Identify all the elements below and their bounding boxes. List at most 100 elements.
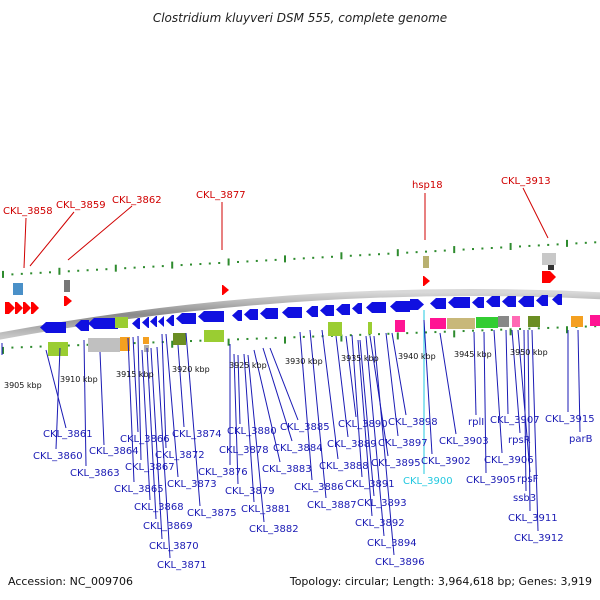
gene-label[interactable]: rplI [468,417,484,428]
gene-label[interactable]: CKL_3867 [125,462,175,473]
callout-line [165,333,179,478]
scale-label: 3925 kbp [229,361,267,370]
gene-label[interactable]: CKL_3905 [466,475,516,486]
gene-label[interactable]: CKL_3868 [134,502,184,513]
gene-label[interactable]: CKL_3879 [225,486,275,497]
gene-label[interactable]: CKL_3866 [120,434,170,445]
tick-mark [584,325,587,328]
gene-label[interactable]: CKL_3872 [155,450,205,461]
callout-line [99,351,105,446]
gene-label[interactable]: CKL_3892 [355,518,405,529]
tick-mark [218,261,221,264]
gene-label[interactable]: CKL_3887 [307,500,357,511]
tick-mark [415,251,418,254]
tick-mark [378,333,380,336]
tick-mark [152,265,155,268]
tick-mark [575,242,578,245]
tick-mark [199,339,202,342]
callout-line [137,335,142,461]
gene-label[interactable]: CKL_3903 [439,436,489,447]
gene-label[interactable]: ssb3 [513,493,536,504]
gene-label-top[interactable]: CKL_3913 [501,176,551,187]
callout-line [262,347,293,442]
gene-label[interactable]: CKL_3870 [149,541,199,552]
gene-label[interactable]: CKL_3883 [262,464,312,475]
gene-label[interactable]: CKL_3884 [273,443,323,454]
gene-label[interactable]: CKL_3882 [249,524,299,535]
gene-label-top[interactable]: CKL_3862 [112,195,162,206]
tick-mark [415,331,418,334]
gene-label[interactable]: CKL_3888 [319,461,369,472]
gene-arrow [142,317,149,328]
gene-block [498,316,509,327]
gene-label[interactable]: CKL_3880 [227,426,277,437]
gene-label[interactable]: CKL_3895 [371,458,421,469]
gene-label[interactable]: CKL_3896 [375,557,425,568]
gene-arrow [222,285,229,295]
gene-label[interactable]: CKL_3915 [545,414,595,425]
tick-mark [237,260,239,263]
gene-arrow [23,302,31,314]
gene-label[interactable]: CKL_3897 [378,438,428,449]
gene-label[interactable]: CKL_3881 [241,504,291,515]
tick-mark [190,340,192,343]
gene-arrow [176,313,196,324]
callout-line [146,347,157,520]
tick-mark [387,252,390,255]
gene-block [173,333,186,345]
tick-mark [340,334,343,342]
gene-label[interactable]: CKL_3871 [157,560,207,571]
tick-mark [190,263,192,266]
gene-label[interactable]: CKL_3860 [33,451,83,462]
gene-label[interactable]: CKL_3902 [421,456,471,467]
gene-label[interactable]: CKL_3886 [294,482,344,493]
gene-label[interactable]: CKL_3876 [198,467,248,478]
tick-mark [396,249,399,257]
gene-label[interactable]: CKL_3885 [280,422,330,433]
gene-label[interactable]: CKL_3893 [357,498,407,509]
gene-label[interactable]: CKL_3869 [143,521,193,532]
gene-label[interactable]: CKL_3873 [167,479,217,490]
tick-mark [387,332,390,335]
tick-mark [11,346,14,349]
gene-label[interactable]: CKL_3911 [508,513,558,524]
gene-block [13,283,23,295]
gene-label[interactable]: CKL_3894 [367,538,417,549]
gene-label[interactable]: CKL_3863 [70,468,120,479]
gene-label[interactable]: rpsR [508,435,531,446]
gene-arrow [232,310,242,321]
gene-label[interactable]: CKL_3889 [327,439,377,450]
gene-label[interactable]: CKL_3906 [484,455,534,466]
tick-mark [443,249,446,252]
tick-mark [105,268,108,271]
tick-mark [547,326,550,329]
gene-features [5,253,600,356]
gene-label[interactable]: CKL_3875 [187,508,237,519]
gene-label[interactable]: parB [569,434,593,445]
gene-label[interactable]: CKL_3861 [43,429,93,440]
callout-line [29,211,75,267]
tick-mark [584,241,587,244]
gene-label-top[interactable]: CKL_3859 [56,200,106,211]
tick-mark [490,247,493,250]
gene-arrow [542,271,556,283]
gene-label[interactable]: CKL_3898 [388,417,438,428]
gene-label[interactable]: CKL_3890 [338,419,388,430]
gene-arrow [352,303,362,314]
gene-label[interactable]: CKL_3865 [114,484,164,495]
gene-label[interactable]: CKL_3891 [345,479,395,490]
gene-label[interactable]: CKL_3912 [514,533,564,544]
gene-label[interactable]: rpsF [517,474,539,485]
gene-label[interactable]: CKL_3874 [172,429,222,440]
gene-label-top[interactable]: CKL_3877 [196,190,246,201]
gene-block [430,318,446,329]
gene-label-top[interactable]: CKL_3858 [3,206,53,217]
gene-label[interactable]: CKL_3878 [219,445,269,456]
tick-mark [472,248,474,251]
gene-label[interactable]: CKL_3907 [490,415,540,426]
gene-label[interactable]: CKL_3864 [89,446,139,457]
gene-label-highlighted[interactable]: CKL_3900 [403,476,453,487]
gene-label-top[interactable]: hsp18 [412,180,443,191]
callout-line [523,329,527,492]
gene-block [590,315,600,326]
